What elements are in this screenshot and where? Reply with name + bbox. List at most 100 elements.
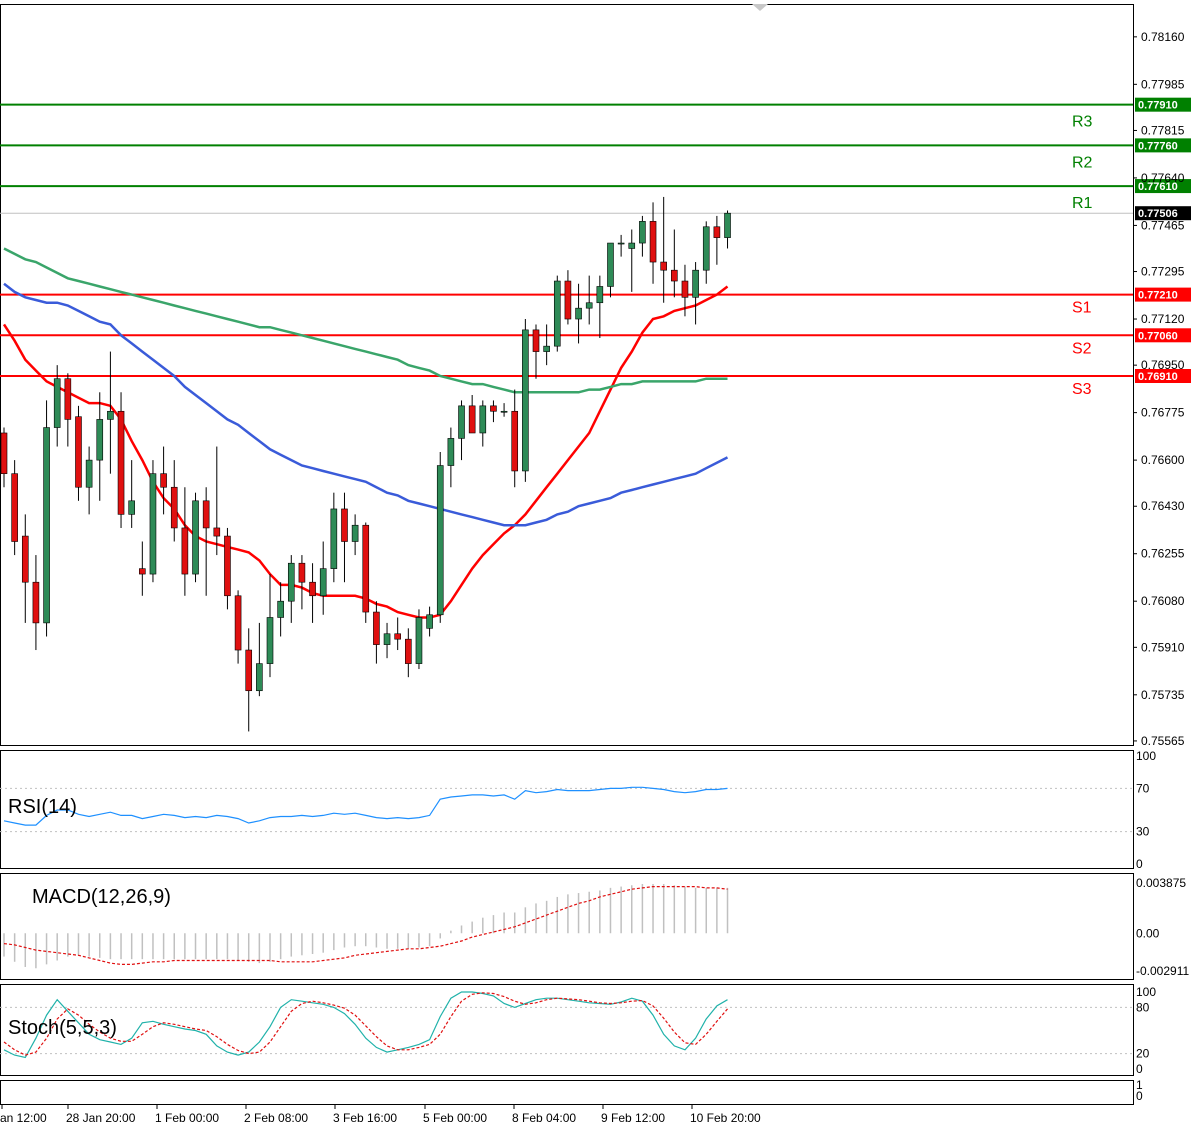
candle-body [0, 432, 8, 474]
price-tick-label: 0.76600 [1141, 453, 1185, 467]
candle-body [596, 286, 604, 304]
pane-border-3 [0, 984, 1134, 1076]
level-name-S2: S2 [1072, 340, 1092, 357]
candle-body [43, 427, 50, 624]
candle-body [617, 242, 625, 245]
level-name-R2: R2 [1072, 154, 1093, 171]
candle-body [713, 226, 721, 238]
candle-body [107, 410, 114, 420]
current-price-label: 0.77506 [1138, 208, 1178, 220]
level-price-tag-label: 0.77910 [1138, 100, 1178, 112]
candle-body [415, 617, 423, 664]
level-price-tag [1135, 97, 1191, 112]
price-tick-label: 0.77120 [1141, 312, 1185, 326]
candle-body [500, 410, 508, 413]
rsi-label: RSI(14) [8, 796, 77, 818]
level-price-tag-label: 0.77210 [1138, 290, 1178, 302]
moving-average-line [3, 282, 729, 527]
rsi-tick-label: 100 [1136, 749, 1156, 763]
level-price-tag-label: 0.77060 [1138, 330, 1178, 342]
pane-border-2 [0, 873, 1134, 980]
candle-body [351, 524, 359, 542]
rsi-line [3, 786, 728, 826]
price-tick-label: 0.77640 [1141, 171, 1185, 185]
level-name-R1: R1 [1072, 195, 1093, 212]
level-price-tag [1135, 138, 1191, 153]
candle-body [128, 500, 135, 515]
candle-body [21, 535, 29, 583]
time-tick-label: 3 Feb 16:00 [333, 1111, 397, 1125]
candle-body [330, 508, 338, 569]
candle-body [490, 405, 497, 412]
candle-body [245, 649, 253, 692]
price-tick-label: 0.77295 [1141, 265, 1185, 279]
candle-body [170, 486, 178, 529]
moving-average-line [3, 247, 728, 394]
candle-body [639, 221, 646, 244]
macd-signal-line [3, 885, 728, 966]
candle-body [628, 242, 636, 249]
time-tick-label: 10 Feb 20:00 [690, 1111, 761, 1125]
candle-body [117, 410, 125, 515]
candle-body [32, 581, 40, 624]
candle-body [224, 535, 231, 597]
candle-body [309, 581, 316, 597]
candle-body [671, 269, 678, 282]
stoch-main-line [3, 991, 728, 1059]
price-tick-label: 0.77465 [1141, 218, 1185, 232]
candle-body [447, 438, 455, 466]
stoch-label: Stoch(5,5,3) [8, 1017, 117, 1039]
pane-border-4 [0, 1080, 1134, 1105]
price-tick-label: 0.76775 [1141, 406, 1185, 420]
candle-body [522, 329, 529, 472]
candle-body [234, 595, 242, 651]
candle-body [256, 663, 263, 692]
price-tick-label: 0.75910 [1141, 640, 1185, 654]
price-tick-label: 0.75735 [1141, 688, 1185, 702]
price-tick-label: 0.77985 [1141, 77, 1185, 91]
candle-body [575, 307, 582, 320]
candle-body [479, 405, 487, 434]
candle-body [383, 633, 391, 645]
empty-pane-tick: 1 [1136, 1078, 1143, 1092]
candle-body [11, 473, 18, 542]
candle-body [362, 524, 370, 613]
candle-body [436, 465, 444, 616]
macd-tick-label: 0.00 [1136, 926, 1160, 940]
price-tick-label: 0.76950 [1141, 358, 1185, 372]
level-price-tag-label: 0.77760 [1138, 140, 1178, 152]
price-tick-label: 0.77815 [1141, 123, 1185, 137]
time-tick-label: 2 Feb 08:00 [244, 1111, 308, 1125]
price-tick-label: 0.76430 [1141, 499, 1185, 513]
candle-body [192, 500, 199, 575]
time-tick-label: 1 Feb 00:00 [155, 1111, 219, 1125]
candle-body [564, 280, 572, 320]
candle-body [681, 280, 689, 298]
candle-body [96, 419, 104, 461]
rsi-tick-label: 30 [1136, 825, 1150, 839]
candle-body [287, 562, 295, 602]
time-tick-label: 5 Feb 00:00 [423, 1111, 487, 1125]
candle-body [553, 280, 561, 347]
candle-body [319, 568, 327, 597]
candle-body [341, 508, 348, 542]
level-price-tag [1135, 287, 1191, 302]
stoch-signal-line [3, 992, 728, 1056]
time-tick-label: an 12:00 [0, 1111, 47, 1125]
rsi-pane: 100 70 30 0 RSI(14) [0, 749, 1156, 871]
candle-body [181, 527, 189, 575]
stoch-tick-label: 80 [1136, 1000, 1150, 1014]
candle-body [85, 459, 93, 488]
price-tick-label: 0.75565 [1141, 734, 1185, 748]
shift-marker-icon [752, 4, 768, 11]
level-name-R3: R3 [1072, 114, 1093, 131]
candle-body [75, 416, 82, 488]
level-name-S1: S1 [1072, 300, 1092, 317]
rsi-tick-label: 70 [1136, 781, 1150, 795]
level-price-tag [1135, 369, 1191, 383]
level-price-tag-label: 0.76910 [1138, 371, 1178, 383]
candle-body [405, 638, 412, 664]
